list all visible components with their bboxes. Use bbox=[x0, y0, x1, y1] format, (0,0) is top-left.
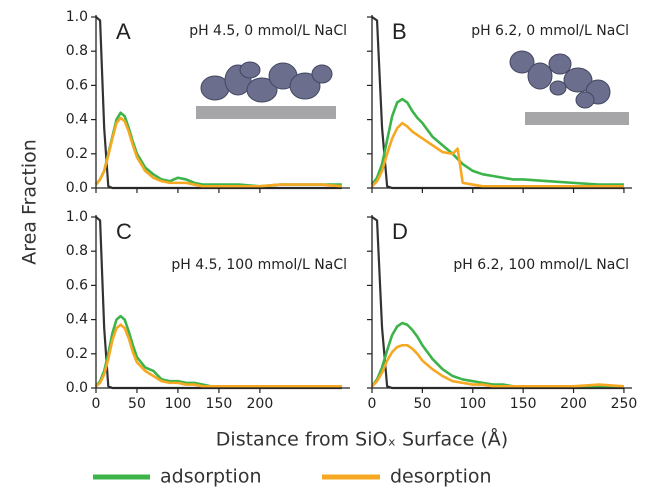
panel-label: A bbox=[116, 19, 131, 44]
data-line bbox=[371, 343, 625, 388]
y-tick-label: 0.0 bbox=[66, 180, 88, 196]
data-line bbox=[94, 116, 342, 188]
panel-label: B bbox=[392, 19, 407, 44]
legend-label: adsorption bbox=[160, 466, 262, 488]
y-tick-label: 0.2 bbox=[66, 346, 88, 362]
x-tick-label: 250 bbox=[611, 396, 638, 412]
legend-label: desorption bbox=[390, 466, 492, 488]
y-tick-label: 0.0 bbox=[66, 380, 88, 396]
data-line bbox=[371, 216, 624, 390]
x-tick-label: 150 bbox=[206, 396, 233, 412]
x-tick-label: 50 bbox=[413, 396, 431, 412]
y-tick-label: 0.4 bbox=[66, 112, 88, 128]
data-line bbox=[94, 111, 342, 188]
x-tick-label: 0 bbox=[92, 396, 101, 412]
x-tick-label: 200 bbox=[560, 396, 587, 412]
panel-annotation: pH 6.2, 0 mmol/L NaCl bbox=[471, 23, 629, 39]
y-tick-label: 1.0 bbox=[66, 209, 88, 225]
x-tick-label: 0 bbox=[368, 396, 377, 412]
protein-inset-b bbox=[509, 50, 629, 125]
y-tick-label: 0.4 bbox=[66, 312, 88, 328]
panel-label: D bbox=[392, 219, 408, 244]
protein-inset-a bbox=[196, 61, 336, 119]
y-tick-label: 0.8 bbox=[66, 243, 88, 259]
y-tick-label: 0.6 bbox=[66, 77, 88, 93]
data-line bbox=[371, 121, 624, 188]
y-tick-label: 1.0 bbox=[66, 9, 88, 25]
y-tick-label: 0.6 bbox=[66, 277, 88, 293]
data-line bbox=[370, 321, 624, 388]
data-line bbox=[95, 216, 342, 390]
x-tick-label: 200 bbox=[247, 396, 274, 412]
panel-annotation: pH 6.2, 100 mmol/L NaCl bbox=[453, 257, 629, 273]
panel-label: C bbox=[116, 219, 132, 244]
x-tick-label: 100 bbox=[459, 396, 486, 412]
x-axis-label: Distance from SiOₓ Surface (Å) bbox=[216, 428, 508, 451]
panel-annotation: pH 4.5, 100 mmol/L NaCl bbox=[171, 257, 347, 273]
data-line bbox=[95, 16, 342, 190]
y-tick-label: 0.2 bbox=[66, 146, 88, 162]
data-line bbox=[370, 97, 624, 186]
x-tick-label: 150 bbox=[510, 396, 537, 412]
panel-annotation: pH 4.5, 0 mmol/L NaCl bbox=[189, 23, 347, 39]
y-tick-label: 0.8 bbox=[66, 43, 88, 59]
x-tick-label: 100 bbox=[165, 396, 192, 412]
data-line bbox=[95, 323, 342, 388]
y-axis-label: Area Fraction bbox=[19, 139, 41, 265]
x-tick-label: 50 bbox=[128, 396, 146, 412]
